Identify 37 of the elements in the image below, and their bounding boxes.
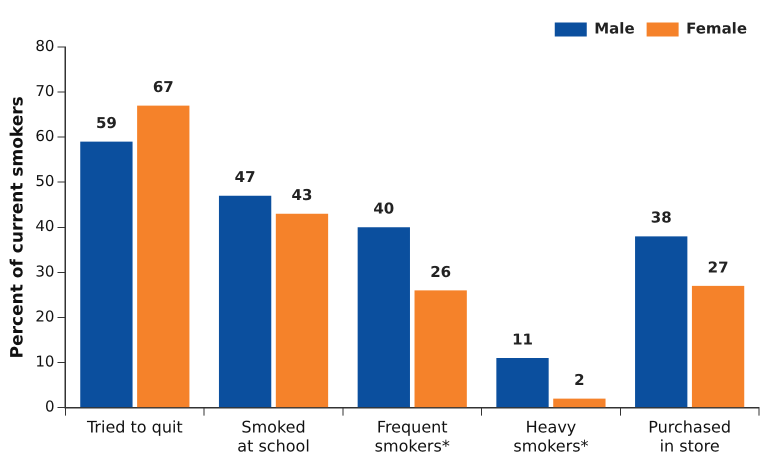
y-tick-label: 10: [35, 352, 54, 370]
bar: [137, 106, 190, 408]
bar: [218, 196, 272, 408]
x-tick-label: Tried to quit: [86, 417, 183, 436]
bar: [276, 214, 328, 408]
legend-label: Male: [594, 19, 635, 38]
data-label: 59: [96, 114, 117, 132]
bar: [692, 286, 744, 408]
bar: [80, 142, 133, 408]
x-tick-label: Frequent smokers*: [374, 417, 450, 456]
data-label: 27: [708, 258, 729, 276]
x-tick-label: Smoked at school: [237, 417, 310, 456]
x-tick-label: Purchased in store: [648, 417, 732, 456]
y-axis-title: Percent of current smokers: [8, 96, 28, 358]
y-tick-label: 30: [35, 262, 54, 280]
y-tick-label: 50: [35, 172, 54, 190]
y-tick-label: 70: [35, 82, 54, 100]
bar: [496, 358, 549, 408]
bar: [358, 227, 410, 408]
y-tick-label: 60: [35, 127, 54, 146]
bar: [635, 236, 688, 408]
y-tick-label: 40: [35, 217, 54, 236]
data-label: 43: [292, 186, 312, 204]
data-label: 40: [373, 200, 394, 218]
data-label: 47: [234, 168, 256, 186]
y-tick-label: 80: [35, 36, 54, 55]
data-label: 26: [430, 262, 452, 281]
data-label: 67: [152, 78, 174, 96]
data-label: 11: [512, 330, 533, 348]
legend-label: Female: [686, 19, 748, 38]
data-label: 38: [650, 208, 672, 227]
bar: [414, 290, 467, 408]
data-label: 2: [574, 370, 585, 389]
y-tick-label: 0: [44, 397, 54, 416]
y-tick-label: 20: [35, 307, 54, 326]
x-tick-label: Heavy smokers*: [513, 417, 589, 456]
bar: [553, 398, 606, 408]
